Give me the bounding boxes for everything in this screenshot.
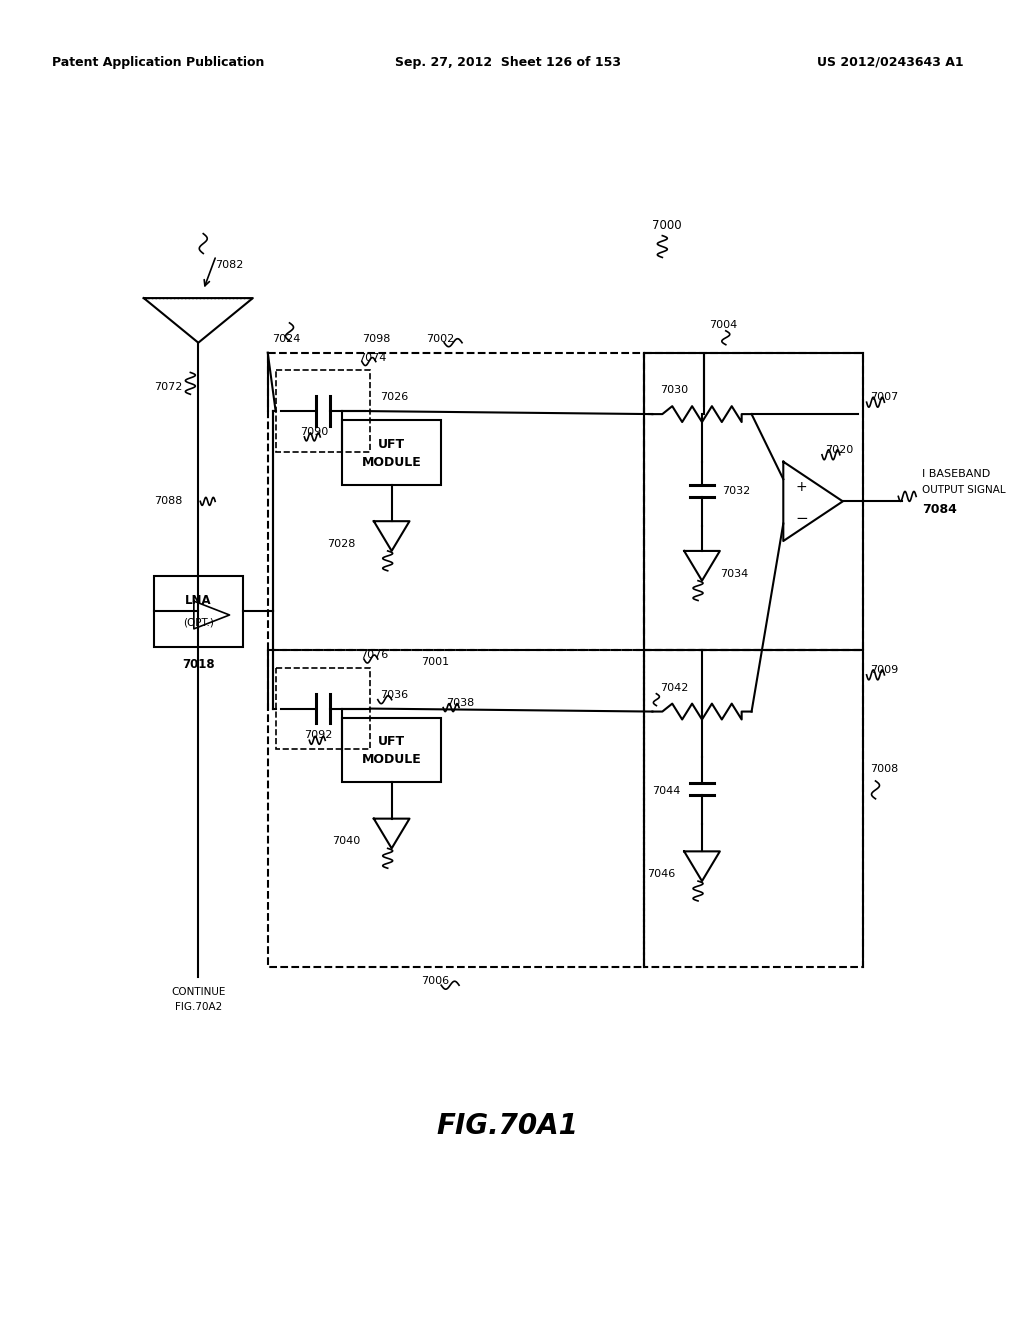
Text: 7036: 7036	[380, 690, 408, 700]
Text: 7042: 7042	[660, 682, 689, 693]
Text: 7044: 7044	[652, 785, 681, 796]
Text: US 2012/0243643 A1: US 2012/0243643 A1	[817, 55, 964, 69]
Text: 7007: 7007	[870, 392, 899, 403]
Bar	[644, 352, 862, 649]
Text: 7092: 7092	[304, 730, 333, 741]
Text: MODULE: MODULE	[361, 455, 422, 469]
Text: 7076: 7076	[359, 649, 388, 660]
Text: CONTINUE: CONTINUE	[171, 987, 225, 997]
Text: 7024: 7024	[271, 334, 300, 343]
Text: 7098: 7098	[361, 334, 390, 343]
Text: FIG.70A1: FIG.70A1	[436, 1111, 579, 1140]
Text: 7034: 7034	[720, 569, 749, 578]
Text: 7001: 7001	[422, 657, 450, 667]
Text: 7032: 7032	[722, 487, 750, 496]
Text: +: +	[796, 480, 807, 494]
Bar	[644, 649, 862, 968]
Text: FIG.70A2: FIG.70A2	[175, 1002, 222, 1012]
Text: 7072: 7072	[154, 383, 182, 392]
Text: LNA: LNA	[185, 594, 212, 607]
Text: I BASEBAND: I BASEBAND	[923, 469, 990, 479]
Text: 7009: 7009	[870, 665, 899, 675]
Bar	[267, 352, 644, 649]
Text: 7008: 7008	[870, 764, 899, 774]
Text: 7006: 7006	[422, 977, 450, 986]
Text: 7038: 7038	[446, 698, 474, 708]
Text: 7018: 7018	[182, 659, 215, 672]
Text: 7030: 7030	[660, 385, 688, 395]
Text: 7000: 7000	[652, 219, 682, 232]
Text: 7028: 7028	[328, 539, 355, 549]
Text: 7074: 7074	[358, 352, 386, 363]
Text: 7004: 7004	[709, 319, 737, 330]
Text: MODULE: MODULE	[361, 754, 422, 766]
Text: OUTPUT SIGNAL: OUTPUT SIGNAL	[923, 486, 1006, 495]
Bar	[267, 649, 644, 968]
Text: 7002: 7002	[426, 334, 455, 343]
Text: 7040: 7040	[332, 837, 360, 846]
Bar	[342, 718, 441, 781]
Text: Sep. 27, 2012  Sheet 126 of 153: Sep. 27, 2012 Sheet 126 of 153	[394, 55, 621, 69]
Text: 7088: 7088	[154, 496, 182, 507]
Text: −: −	[796, 511, 808, 527]
Text: UFT: UFT	[378, 438, 406, 451]
Text: 7020: 7020	[825, 445, 853, 455]
Text: 7082: 7082	[215, 260, 244, 271]
Bar	[275, 668, 370, 750]
Text: Patent Application Publication: Patent Application Publication	[51, 55, 264, 69]
Text: 7046: 7046	[647, 869, 676, 879]
Text: 7084: 7084	[923, 503, 957, 516]
Bar	[342, 420, 441, 484]
Text: (OPT.): (OPT.)	[183, 618, 214, 627]
Bar	[154, 576, 243, 647]
Text: UFT: UFT	[378, 735, 406, 748]
Text: 7026: 7026	[380, 392, 408, 403]
Bar	[275, 371, 370, 451]
Text: 7090: 7090	[300, 426, 329, 437]
